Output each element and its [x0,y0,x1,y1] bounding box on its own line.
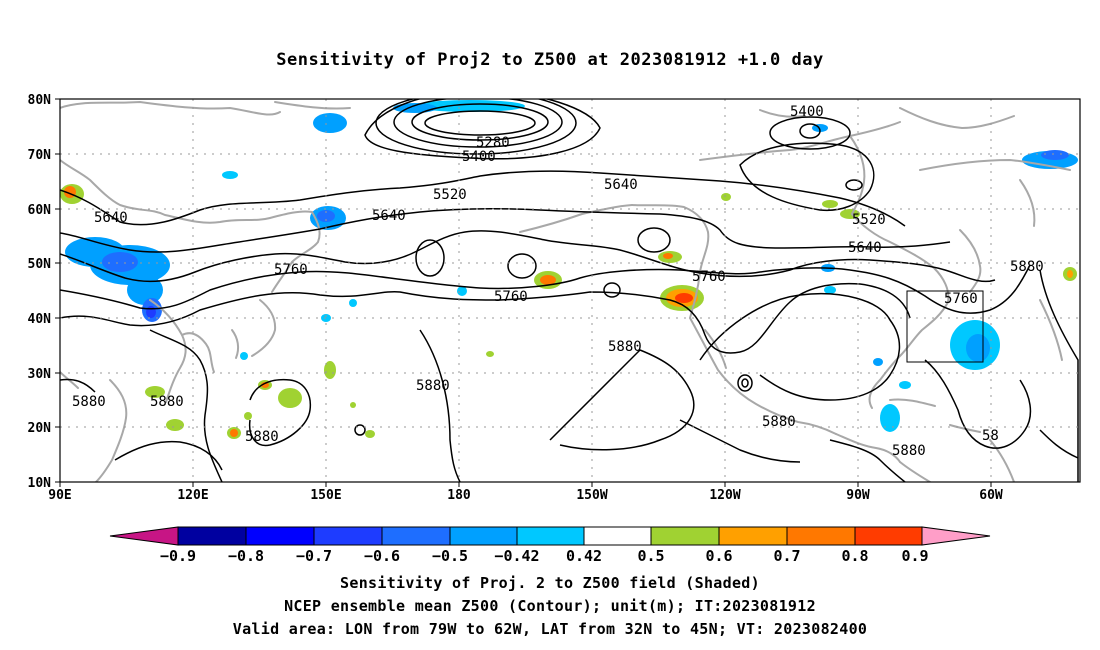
colorbar-bin [718,526,788,546]
colorbar-low-triangle [109,526,179,546]
lon-label-180: 180 [447,488,471,503]
coastlines [60,101,1071,482]
contour-label: 5640 [604,177,638,193]
lat-label-10n: 10N [28,476,52,491]
contour-label: 5880 [416,378,450,394]
contour-label: 5880 [892,443,926,459]
contour-label: 58 [982,428,999,444]
colorbar-label: −0.42 [494,547,539,565]
lon-label-60w: 60W [979,488,1003,503]
lat-label-60n: 60N [28,203,52,218]
lat-label-70n: 70N [28,148,52,163]
lat-label-20n: 20N [28,421,52,436]
contour-label: 5520 [852,212,886,228]
latitude-labels: 80N 70N 60N 50N 40N 30N 20N 10N [28,93,52,491]
colorbar-label: −0.5 [432,547,468,565]
contour-label: 5880 [1010,259,1044,275]
contour-label-group: 5280 5400 5400 5520 5520 5640 5640 5640 … [72,104,1044,459]
contour-label: 5640 [94,210,128,226]
colorbar-bin [854,526,923,546]
caption-valid-area: Valid area: LON from 79W to 62W, LAT fro… [232,620,868,638]
contour-label: 5400 [790,104,824,120]
colorbar-bin [449,526,518,546]
colorbar-bin [245,526,315,546]
lon-label-90e: 90E [48,488,71,503]
colorbar-bin [650,526,720,546]
lat-label-30n: 30N [28,367,52,382]
colorbar-label: 0.9 [901,547,928,565]
caption-contour: NCEP ensemble mean Z500 (Contour); unit(… [284,597,816,615]
lat-label-50n: 50N [28,257,52,272]
lon-label-120w: 120W [709,488,740,503]
lon-label-150w: 150W [576,488,607,503]
colorbar-label: 0.8 [841,547,868,565]
contour-label: 5760 [944,291,978,307]
colorbar-label: −0.6 [364,547,400,565]
map-title: Sensitivity of Proj2 to Z500 at 20230819… [276,50,824,70]
lon-label-150e: 150E [310,488,341,503]
colorbar-label: −0.7 [296,547,332,565]
colorbar-bin [583,526,652,546]
colorbar-label: 0.7 [773,547,800,565]
contour-label: 5640 [372,208,406,224]
contour-label: 5640 [848,240,882,256]
colorbar-label: 0.5 [637,547,664,565]
colorbar-label: −0.9 [160,547,196,565]
colorbar-bin [177,526,247,546]
lat-label-40n: 40N [28,312,52,327]
contour-label: 5880 [608,339,642,355]
longitude-labels: 90E 120E 150E 180 150W 120W 90W 60W [48,488,1003,503]
colorbar-bin [381,526,451,546]
colorbar-high-triangle [921,526,991,546]
contour-label: 5880 [245,429,279,445]
lon-label-120e: 120E [177,488,208,503]
z500-contours [60,99,1079,482]
axis-ticks [55,98,992,487]
sensitivity-shading [60,100,1078,439]
valid-area-box [906,290,984,363]
colorbar-bin [313,526,383,546]
colorbar: −0.9 −0.8 −0.7 −0.6 −0.5 −0.42 0.42 0.5 … [109,526,991,565]
contour-label: 5400 [462,149,496,165]
colorbar-label: 0.6 [705,547,732,565]
lon-label-90w: 90W [846,488,870,503]
colorbar-label: −0.8 [228,547,264,565]
lat-label-80n: 80N [28,93,52,108]
contour-label: 5880 [762,414,796,430]
contour-label: 5760 [692,269,726,285]
caption-shaded: Sensitivity of Proj. 2 to Z500 field (Sh… [340,574,760,592]
contour-label: 5520 [433,187,467,203]
map-frame [59,98,1081,483]
colorbar-bin [786,526,856,546]
contour-label: 5880 [72,394,106,410]
lat-lon-grid [60,99,1080,482]
contour-label: 5280 [476,135,510,151]
colorbar-label: 0.42 [566,547,602,565]
colorbar-bin [516,526,585,546]
contour-label: 5760 [274,262,308,278]
contour-label: 5760 [494,289,528,305]
contour-label: 5880 [150,394,184,410]
